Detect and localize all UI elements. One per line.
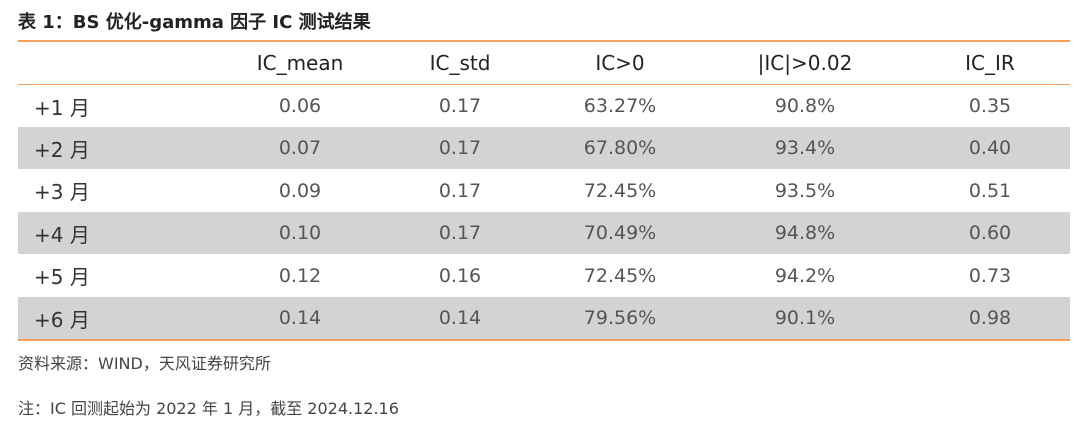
row-label [18,42,234,84]
cell: |IC|>0.02 [757,51,853,75]
cell: 0.16 [438,264,482,287]
cell: 0.73 [968,264,1012,287]
cell: 0.17 [438,95,482,117]
cell: 0.12 [278,264,322,287]
table-row: +2 月 0.07 0.17 67.80% 93.4% 0.40 [18,127,1070,170]
cell: 0.35 [968,95,1012,117]
cell: 0.17 [438,179,482,202]
cell: 67.80% [583,137,657,160]
cell: 72.45% [583,179,657,202]
cell: 0.51 [968,179,1012,202]
cell: 0.98 [968,307,1012,329]
cell: 0.60 [968,222,1012,245]
cell: 70.49% [583,222,657,245]
cell: 0.06 [278,95,322,117]
table-title: 表 1：BS 优化-gamma 因子 IC 测试结果 [18,12,371,33]
cell: 63.27% [583,95,657,117]
cell: 93.5% [774,179,836,202]
row-label: +6 月 [34,307,90,332]
table-row: +3 月 0.09 0.17 72.45% 93.5% 0.51 [18,170,1070,212]
row-label: +5 月 [34,265,90,290]
cell: 72.45% [583,264,657,287]
cell: 0.40 [968,137,1012,160]
cell: 0.14 [278,307,322,329]
row-label: +2 月 [34,137,90,162]
cell: IC_std [429,51,491,75]
header-row: IC_mean IC_std IC>0 |IC|>0.02 IC_IR [18,42,1070,84]
cell: 90.1% [774,307,836,329]
top-rule [18,40,1070,42]
cell: 0.10 [278,222,322,245]
row-label: +1 月 [34,95,90,120]
cell: 0.17 [438,137,482,160]
table-row: +5 月 0.12 0.16 72.45% 94.2% 0.73 [18,255,1070,297]
cell: IC_IR [965,51,1015,75]
table-row: +4 月 0.10 0.17 70.49% 94.8% 0.60 [18,212,1070,255]
cell: 94.2% [774,264,836,287]
cell: 79.56% [583,307,657,329]
cell: IC_mean [256,51,344,75]
cell: 0.14 [438,307,482,329]
note: 注：IC 回测起始为 2022 年 1 月，截至 2024.12.16 [18,399,399,418]
cell: 93.4% [774,137,836,160]
header-rule [18,84,1070,85]
bottom-rule [18,339,1070,341]
row-label: +3 月 [34,180,90,205]
table-row: +1 月 0.06 0.17 63.27% 90.8% 0.35 [18,85,1070,127]
table-row: +6 月 0.14 0.14 79.56% 90.1% 0.98 [18,297,1070,339]
cell: IC>0 [595,51,645,75]
row-label: +4 月 [34,222,90,247]
cell: 90.8% [774,95,836,117]
source: 资料来源：WIND，天风证券研究所 [18,354,271,373]
cell: 0.17 [438,222,482,245]
cell: 0.07 [278,137,322,160]
cell: 0.09 [278,179,322,202]
cell: 94.8% [774,222,836,245]
